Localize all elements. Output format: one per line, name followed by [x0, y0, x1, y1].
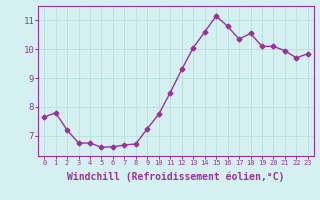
X-axis label: Windchill (Refroidissement éolien,°C): Windchill (Refroidissement éolien,°C)	[67, 172, 285, 182]
